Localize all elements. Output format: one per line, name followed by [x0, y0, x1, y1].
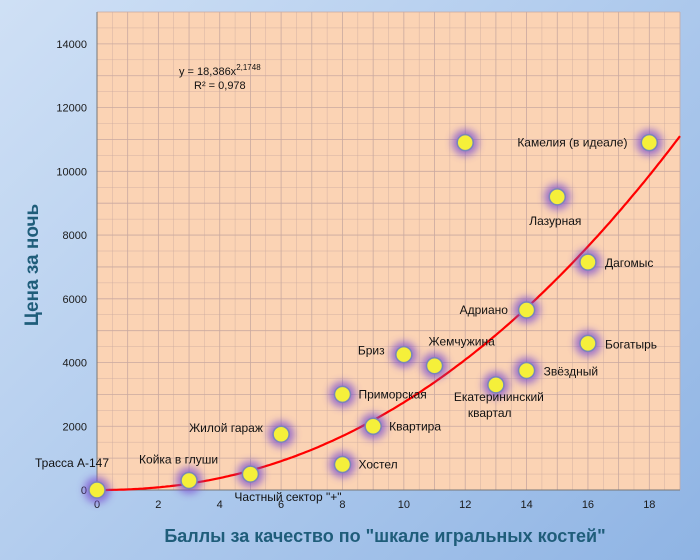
point-label: Лазурная [529, 214, 581, 228]
data-point [517, 361, 536, 380]
data-point [579, 253, 597, 271]
x-tick-label: 16 [582, 499, 594, 511]
data-point [180, 471, 198, 490]
point-label: Бриз [358, 344, 385, 358]
x-axis-title: Баллы за качество по "шкале игральных ко… [164, 526, 605, 546]
x-tick-label: 10 [398, 499, 410, 511]
trend-r2: R² = 0,978 [194, 80, 246, 92]
point-label: Койка в глуши [139, 452, 218, 466]
point-label: Адриано [460, 303, 509, 317]
data-point [487, 376, 505, 394]
point-label: Звёздный [544, 365, 599, 379]
y-tick-label: 10000 [56, 166, 87, 178]
x-tick-label: 6 [278, 499, 284, 511]
point-labels: Трасса А-147 Койка в глуши Частный сектор … [35, 136, 657, 504]
data-point [579, 334, 597, 353]
data-point [425, 356, 444, 375]
data-point [88, 481, 106, 499]
point-label: Жемчужина [429, 335, 496, 349]
point-label: Богатырь [605, 337, 657, 351]
x-tick-label: 8 [339, 499, 345, 511]
point-label: Дагомыс [605, 256, 653, 270]
data-point [640, 133, 659, 152]
x-tick-label: 0 [94, 499, 100, 511]
data-point [241, 465, 260, 483]
data-point [333, 385, 352, 404]
point-label: Трасса А-147 [35, 456, 109, 470]
point-label: Частный сектор "+" [234, 490, 341, 504]
y-tick-label: 4000 [63, 358, 87, 370]
y-tick-label: 2000 [63, 421, 87, 433]
x-tick-label: 18 [643, 499, 655, 511]
y-axis-title: Цена за ночь [22, 204, 43, 326]
data-point [517, 301, 536, 319]
point-label: Камелия (в идеале) [517, 136, 627, 150]
data-point [364, 417, 382, 436]
data-points [84, 129, 663, 503]
x-tick-label: 2 [155, 499, 161, 511]
y-tick-label: 6000 [63, 294, 87, 306]
data-point [395, 345, 413, 364]
y-tick-label: 14000 [56, 39, 87, 51]
point-label: Екатерининский квартал [454, 390, 544, 420]
point-label: Квартира [389, 419, 441, 433]
data-point [272, 425, 290, 443]
point-label: Жилой гараж [189, 421, 263, 435]
data-point [548, 188, 567, 206]
y-tick-label: 0 [81, 485, 87, 497]
x-tick-label: 12 [459, 499, 471, 511]
y-tick-label: 8000 [63, 230, 87, 242]
trend-equation: y = 18,386x2,1748 [179, 63, 261, 78]
trend-equation-base: y = 18,386x [179, 66, 237, 78]
tick-labels: 0 2 4 6 8 10 12 14 16 18 0 2000 4000 6000 8000 10000 120… [56, 39, 655, 511]
trend-equation-exponent: 2,1748 [236, 63, 261, 72]
x-tick-label: 14 [520, 499, 532, 511]
point-label: Хостел [358, 458, 397, 472]
point-label: Приморская [358, 387, 426, 401]
data-point [333, 455, 352, 474]
x-tick-label: 4 [217, 499, 223, 511]
y-tick-label: 12000 [56, 103, 87, 115]
data-point [456, 133, 474, 152]
